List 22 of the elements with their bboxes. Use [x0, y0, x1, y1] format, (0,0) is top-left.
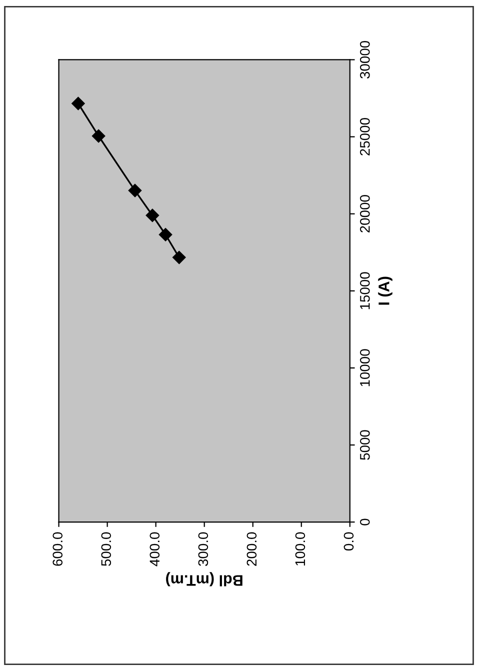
x-tick-label: 600.0	[52, 532, 63, 566]
y-tick-label: 0	[360, 518, 370, 526]
point	[146, 208, 160, 222]
y-tick-label: 5000	[360, 430, 370, 460]
x-tick-label: 100.0	[295, 532, 306, 566]
point	[92, 129, 106, 143]
y-tick-label: 15000	[360, 272, 370, 310]
y-tick-label: 30000	[360, 40, 370, 78]
x-tick-label: 400.0	[150, 532, 160, 566]
y-axis-title: I (A)	[378, 276, 392, 305]
y-tick-label: 25000	[360, 118, 370, 156]
x-tick-label: 200.0	[246, 532, 257, 566]
x-tick-label: 0.0	[344, 532, 354, 551]
x-axis-title: Bdl (mT.m)	[166, 572, 242, 586]
x-tick-label: 500.0	[101, 532, 112, 566]
point	[158, 228, 172, 242]
point	[128, 184, 142, 198]
x-tick-label: 300.0	[198, 532, 208, 566]
point	[72, 96, 85, 110]
y-tick-label: 20000	[360, 195, 370, 232]
y-tick-label: 10000	[360, 349, 370, 386]
point	[172, 250, 186, 264]
